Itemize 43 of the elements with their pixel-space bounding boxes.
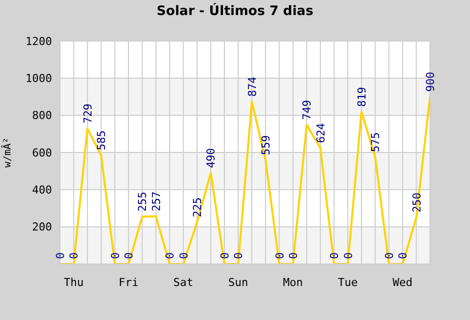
- data-label: 585: [95, 130, 108, 150]
- data-label: 0: [273, 252, 286, 259]
- data-label: 0: [177, 252, 190, 259]
- y-tick-label: 800: [32, 109, 52, 122]
- x-tick-label: Mon: [283, 276, 303, 289]
- data-label: 0: [164, 252, 177, 259]
- data-label: 0: [286, 252, 300, 259]
- chart-title: Solar - Últimos 7 dias: [156, 4, 314, 19]
- x-tick-label: Sat: [173, 276, 194, 289]
- data-label: 0: [232, 252, 246, 259]
- data-label: 0: [68, 252, 81, 259]
- y-tick-label: 400: [32, 184, 52, 197]
- data-label: 559: [260, 135, 273, 156]
- data-label: 900: [424, 72, 437, 92]
- y-axis-title: w/mÂ²: [2, 136, 14, 170]
- y-tick-label: 200: [32, 220, 52, 234]
- data-label: 575: [369, 132, 382, 152]
- data-label: 250: [410, 192, 424, 213]
- y-tick-label: 600: [32, 146, 52, 160]
- data-label: 729: [81, 104, 94, 124]
- y-tick-label: 1200: [26, 34, 52, 48]
- data-label: 0: [218, 252, 232, 259]
- data-label: 225: [191, 197, 204, 218]
- data-label: 0: [54, 252, 67, 259]
- data-label: 0: [382, 252, 396, 259]
- x-tick-label: Fri: [118, 276, 138, 289]
- data-label: 0: [108, 252, 122, 259]
- x-tick-label: Thu: [64, 276, 84, 289]
- x-tick-label: Sun: [228, 276, 248, 289]
- data-label: 0: [396, 252, 410, 259]
- data-label: 819: [355, 86, 368, 107]
- data-label: 490: [204, 148, 218, 168]
- data-label: 874: [246, 76, 259, 97]
- data-label: 0: [122, 252, 136, 259]
- data-label: 0: [342, 252, 355, 259]
- data-label: 749: [300, 100, 314, 120]
- data-label: 255: [136, 192, 150, 212]
- data-label: 257: [150, 191, 163, 212]
- x-tick-label: Wed: [392, 276, 413, 289]
- y-tick-label: 1000: [26, 72, 52, 86]
- data-label: 624: [314, 122, 328, 144]
- data-label: 0: [328, 252, 342, 259]
- x-tick-label: Tue: [338, 276, 358, 289]
